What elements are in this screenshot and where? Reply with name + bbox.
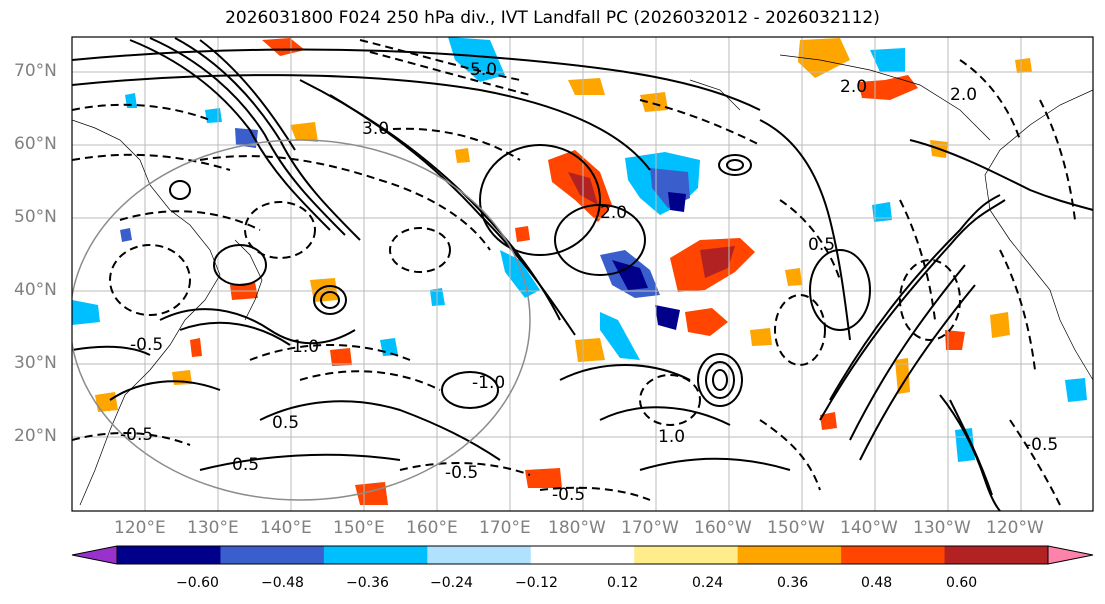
colorbar-tick-label: 0.36: [777, 575, 809, 591]
colorbar-cells: [117, 546, 1049, 564]
contour-label: 0.5: [272, 413, 299, 433]
map-title: 2026031800 F024 250 hPa div., IVT Landfa…: [225, 8, 880, 28]
colorbar-cell: [530, 546, 635, 564]
closed-contours: [169, 144, 871, 409]
colorbar-cell: [117, 546, 221, 564]
solid-contours: [72, 37, 1093, 511]
lon-label: 130°E: [187, 518, 239, 538]
lat-label: 20°N: [14, 426, 57, 446]
contour-label: 2.0: [840, 77, 867, 97]
lat-label: 50°N: [14, 207, 57, 227]
dashed-contours: [72, 39, 1076, 506]
colorbar-under-triangle: [72, 546, 117, 564]
lat-label: 60°N: [14, 134, 57, 154]
contour-label: -0.5: [120, 425, 153, 445]
contour-label: 1.0: [292, 337, 319, 357]
contour-label: -1.0: [472, 373, 505, 393]
lon-label: 150°E: [333, 518, 385, 538]
lon-label: 170°W: [621, 518, 679, 538]
contour-label: -0.5: [1025, 435, 1058, 455]
lon-label: 130°W: [913, 518, 971, 538]
contour-labels: 5.0 3.0 2.0 2.0 1.0 1.0 0.5 0.5 0.5 -0.5…: [120, 60, 1058, 505]
contour-label: 0.5: [232, 455, 259, 475]
contour-label: 3.0: [362, 119, 389, 139]
colorbar-cell: [841, 546, 946, 564]
lon-label: 180°W: [548, 518, 606, 538]
colorbar-over-triangle: [1048, 546, 1093, 564]
landfall-region-outline: [72, 139, 531, 501]
lat-label: 70°N: [14, 61, 57, 81]
colorbar-tick-label: 0.12: [607, 575, 639, 591]
colorbar: [71, 545, 1094, 565]
colorbar-tick-label: 0.48: [861, 575, 893, 591]
colorbar-tick-label: −0.12: [515, 575, 558, 591]
colorbar-cell: [634, 546, 739, 564]
contour-label: -0.5: [552, 485, 585, 505]
colorbar-cell: [737, 546, 842, 564]
lon-label: 160°E: [406, 518, 458, 538]
lon-label: 140°E: [260, 518, 312, 538]
colorbar-tick-label: −0.48: [261, 575, 304, 591]
lat-label: 40°N: [14, 280, 57, 300]
lon-label: 120°W: [986, 518, 1044, 538]
lon-label: 140°W: [840, 518, 898, 538]
colorbar-tick-label: 0.24: [692, 575, 724, 591]
lon-label: 160°W: [694, 518, 752, 538]
contour-label: 1.0: [658, 427, 685, 447]
colorbar-tick-label: −0.60: [176, 575, 219, 591]
contour-label: 2.0: [600, 203, 627, 223]
contour-label: -0.5: [445, 463, 478, 483]
colorbar-tick-label: 0.60: [946, 575, 978, 591]
colorbar-tick-label: −0.24: [430, 575, 473, 591]
colorbar-tick-label: −0.36: [346, 575, 389, 591]
map-border: [71, 36, 1094, 512]
coastlines: [72, 54, 1093, 506]
colorbar-cell: [323, 546, 428, 564]
colorbar-cell: [220, 546, 325, 564]
gridlines: [72, 37, 1093, 511]
colorbar-cell: [944, 546, 1049, 564]
contour-label: 5.0: [470, 60, 497, 80]
lon-label: 120°E: [114, 518, 166, 538]
contour-label: -0.5: [130, 335, 163, 355]
lon-label: 150°W: [767, 518, 825, 538]
lat-label: 30°N: [14, 353, 57, 373]
contour-label: 0.5: [808, 235, 835, 255]
contour-label: 2.0: [950, 85, 977, 105]
colorbar-cell: [427, 546, 532, 564]
lon-label: 170°E: [479, 518, 531, 538]
dashed-closed-contours: [109, 201, 961, 426]
